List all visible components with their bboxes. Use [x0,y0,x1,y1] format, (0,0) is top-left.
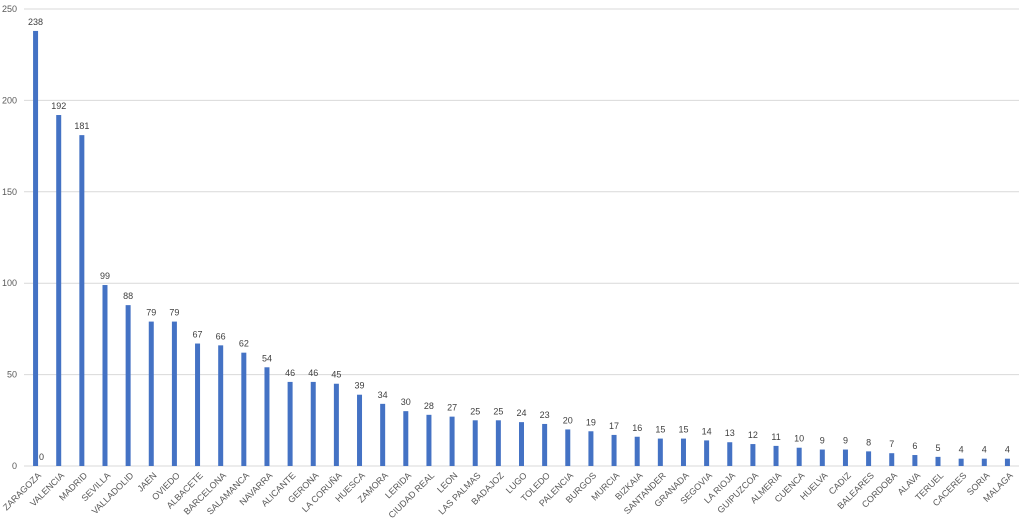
data-label: 0 [39,452,44,462]
data-label: 62 [239,339,249,349]
bar [56,115,62,467]
data-label: 4 [959,445,964,455]
data-label: 99 [100,271,110,281]
data-label: 28 [424,401,434,411]
data-label: 30 [401,397,411,407]
bar [495,420,501,466]
bar [796,447,802,466]
data-label: 66 [216,331,226,341]
bar [241,352,247,466]
bar [403,411,409,466]
data-label: 39 [355,381,365,391]
y-tick-label: 150 [2,187,17,197]
y-tick-label: 100 [2,278,17,288]
data-label: 16 [632,423,642,433]
data-label: 9 [843,436,848,446]
bar [171,321,177,466]
bar [449,416,455,466]
bar [935,456,941,466]
bar [680,438,686,466]
bar [357,394,363,466]
data-label: 11 [771,432,780,442]
bar [125,305,131,466]
bar [264,367,270,466]
bar [148,321,154,466]
data-label: 192 [51,101,66,111]
bar [79,135,85,466]
bar [519,422,524,466]
data-label: 79 [146,308,156,318]
data-label: 79 [169,308,179,318]
data-label: 25 [493,406,503,416]
bar [866,451,872,466]
data-label: 12 [748,430,758,440]
data-label: 34 [378,390,388,400]
data-label: 6 [912,441,917,451]
data-label: 7 [889,439,894,449]
bar [773,445,779,466]
data-label: 46 [285,368,295,378]
bar [33,30,39,466]
data-label: 238 [28,17,43,27]
data-label: 13 [725,428,735,438]
bar [842,449,848,466]
data-label: 5 [936,443,941,453]
data-label: 45 [331,370,341,380]
bar [750,444,756,466]
bar [958,458,964,466]
bar [333,383,339,466]
bar [380,403,386,466]
data-label: 4 [1005,445,1010,455]
data-label: 46 [308,368,318,378]
y-tick-label: 250 [2,4,17,14]
y-tick-label: 200 [2,95,17,105]
bar [542,423,548,466]
data-label: 181 [74,121,89,131]
bar [472,420,478,466]
bar [102,285,108,466]
bar [819,449,825,466]
data-label: 8 [866,437,871,447]
data-label: 4 [982,445,987,455]
bar [657,438,663,466]
bar [310,381,316,466]
data-label: 15 [655,425,665,435]
data-label: 15 [678,425,688,435]
data-label: 14 [702,426,712,436]
bar [981,458,987,466]
bar [287,381,293,466]
bar [611,434,617,466]
data-label: 23 [540,410,550,420]
data-label: 10 [794,434,804,444]
bar [1004,458,1010,466]
bar [565,429,571,466]
data-label: 54 [262,353,272,363]
data-label: 20 [563,415,573,425]
bar [218,345,224,466]
bar [727,442,733,466]
y-tick-label: 50 [7,370,17,380]
bar [912,455,918,466]
bar [889,453,895,466]
y-tick-label: 0 [12,461,17,471]
bar [634,436,640,466]
bar [704,440,710,466]
data-label: 17 [609,421,619,431]
bar [195,343,201,466]
data-label: 9 [820,436,825,446]
data-label: 27 [447,403,457,413]
data-label: 67 [193,330,203,340]
bar [588,431,594,466]
data-label: 19 [586,417,596,427]
data-label: 88 [123,291,133,301]
bar [426,414,432,466]
data-label: 25 [470,406,480,416]
data-label: 24 [516,408,526,418]
